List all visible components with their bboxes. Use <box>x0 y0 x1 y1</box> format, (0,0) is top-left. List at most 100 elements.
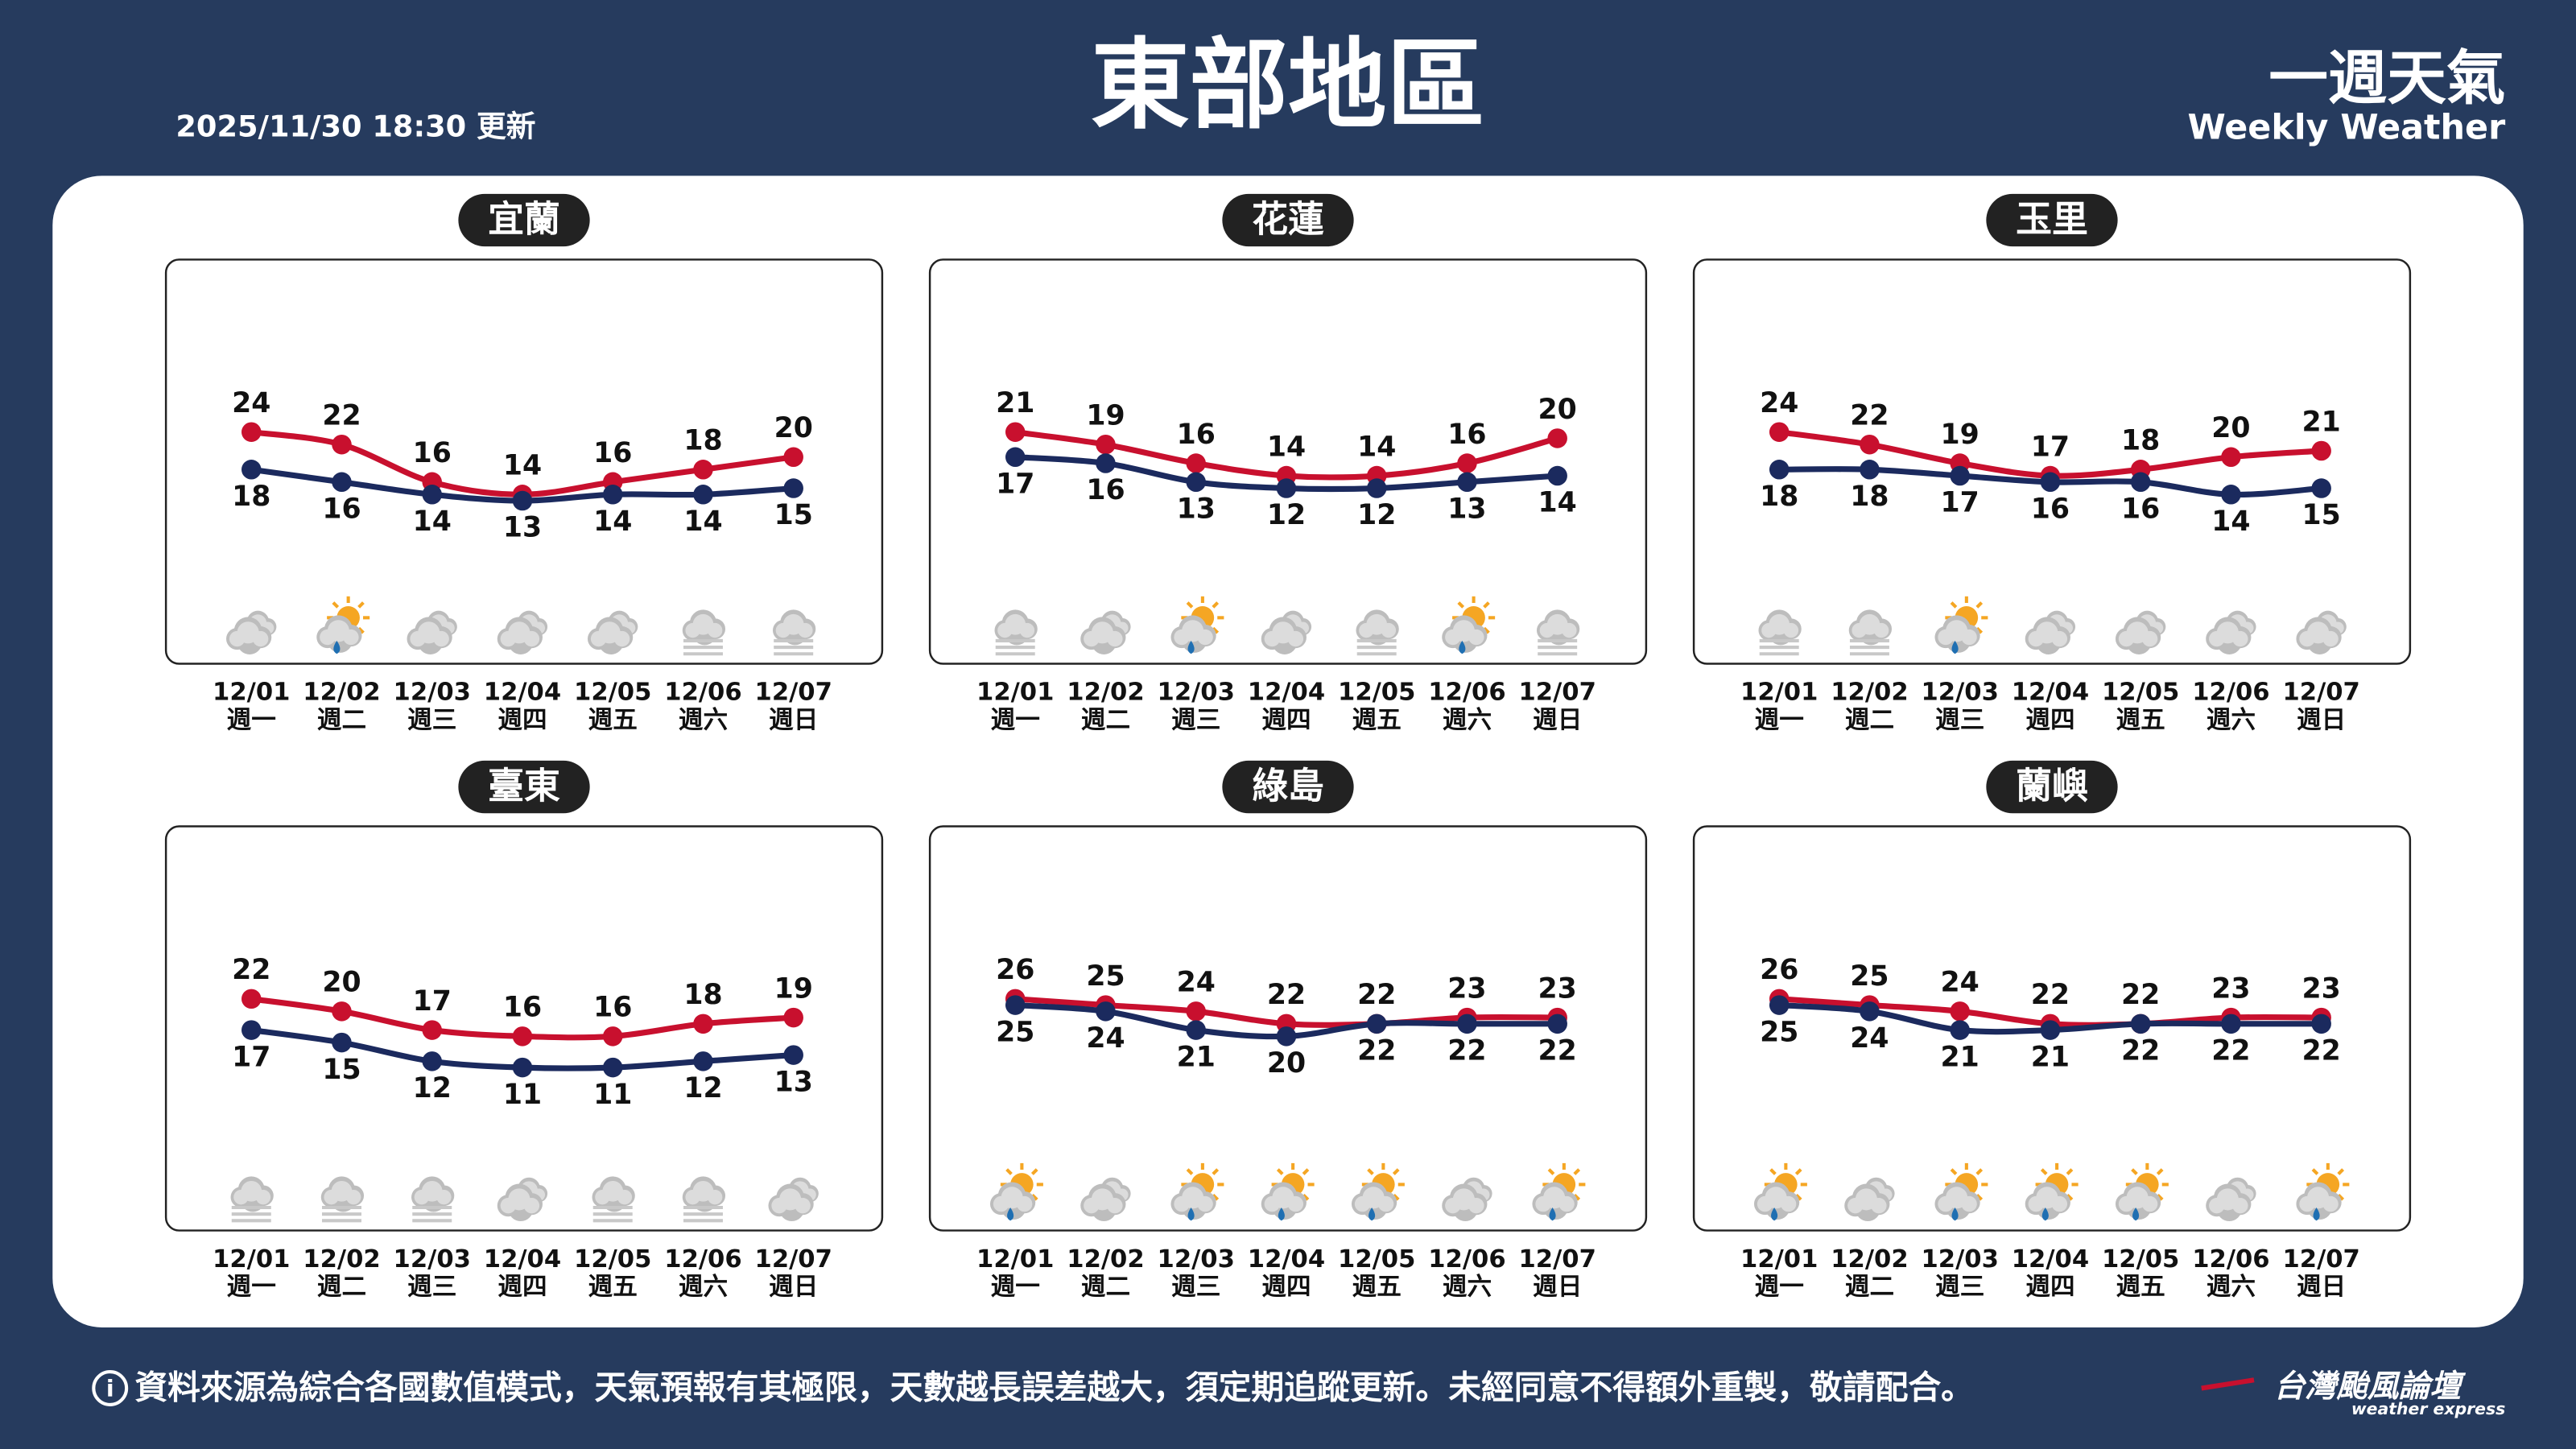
value-label: 25 <box>1760 1016 1798 1048</box>
rain-drop <box>2313 1208 2320 1221</box>
value-label: 22 <box>1850 400 1889 432</box>
weekday-label: 週三 <box>1935 1274 1984 1302</box>
data-point <box>602 1026 623 1046</box>
x-tick-label: 12/05 <box>2102 679 2179 707</box>
data-point <box>1366 478 1387 498</box>
x-tick-label: 12/07 <box>755 679 832 707</box>
cloud-part <box>436 1189 452 1205</box>
value-label: 17 <box>996 468 1034 500</box>
weekday-label: 週六 <box>1443 1274 1492 1302</box>
value-label: 23 <box>1538 972 1577 1005</box>
data-point <box>332 435 352 455</box>
rain-drop <box>1951 1208 1959 1221</box>
weather-icon <box>994 609 1038 656</box>
value-label: 25 <box>1086 960 1125 993</box>
info-letter: i <box>106 1375 114 1402</box>
weather-icon <box>682 609 726 656</box>
weekday-label: 週一 <box>227 1274 276 1302</box>
value-label: 18 <box>1850 481 1889 513</box>
rain-drop <box>2132 1208 2140 1221</box>
value-label: 14 <box>1357 431 1396 463</box>
weekday-label: 週六 <box>1443 706 1492 734</box>
cloud-part <box>252 630 269 647</box>
value-label: 13 <box>1447 493 1486 525</box>
value-label: 21 <box>1177 1041 1216 1073</box>
data-point <box>1096 453 1116 473</box>
x-tick-label: 12/02 <box>1067 679 1144 707</box>
cloud-part <box>1783 622 1799 638</box>
weekday-label: 週二 <box>1845 706 1894 734</box>
weather-icon <box>411 1176 455 1223</box>
value-label: 22 <box>1447 1035 1486 1067</box>
value-label: 22 <box>232 954 270 986</box>
cloud-part <box>707 622 723 638</box>
cloud-part <box>1287 630 1304 647</box>
weather-icon <box>497 1177 548 1222</box>
value-label: 16 <box>413 437 452 469</box>
sun-ray <box>1975 1168 1984 1175</box>
data-point <box>1186 1001 1206 1022</box>
value-label: 18 <box>683 425 722 457</box>
value-label: 18 <box>232 481 270 513</box>
value-label: 21 <box>2302 406 2341 438</box>
cloud-part <box>2051 1195 2068 1212</box>
weather-icon <box>1170 596 1224 654</box>
weather-icon <box>768 1177 819 1222</box>
weekday-label: 週五 <box>588 706 638 734</box>
x-tick-label: 12/02 <box>1067 1245 1144 1274</box>
data-point <box>422 485 442 505</box>
cloud-part <box>2141 1195 2158 1212</box>
x-tick-label: 12/06 <box>1428 1245 1505 1274</box>
value-label: 12 <box>413 1072 452 1104</box>
sun-ray <box>1950 1168 1958 1175</box>
cloud-part <box>613 630 630 647</box>
x-tick-label: 12/03 <box>1922 1245 1999 1274</box>
x-tick-label: 12/05 <box>1338 1245 1415 1274</box>
data-point <box>783 447 803 467</box>
weather-icon <box>1080 610 1131 654</box>
data-point <box>1547 1013 1567 1034</box>
cloud-part <box>795 1197 811 1214</box>
weekday-label: 週二 <box>1845 1274 1894 1302</box>
weekday-label: 週一 <box>991 706 1040 734</box>
value-label: 12 <box>1267 499 1306 531</box>
weekday-label: 週四 <box>2025 706 2074 734</box>
x-tick-label: 12/05 <box>2102 1245 2179 1274</box>
cloud-part <box>1197 1195 1213 1212</box>
cloud-part <box>1107 630 1123 647</box>
cloud-part <box>1381 622 1397 638</box>
data-point <box>693 460 713 480</box>
weather-icon <box>1170 1162 1224 1221</box>
weather-icon <box>1351 1162 1405 1221</box>
weather-icon <box>1934 1162 1988 1221</box>
value-label: 22 <box>2302 1035 2341 1067</box>
value-label: 14 <box>1538 487 1577 519</box>
weekday-label: 週一 <box>991 1274 1040 1302</box>
weather-icon <box>989 1162 1043 1221</box>
rain-drop <box>1951 640 1959 654</box>
value-label: 21 <box>2031 1041 2070 1073</box>
value-label: 15 <box>322 1054 361 1086</box>
value-label: 17 <box>232 1041 270 1073</box>
value-label: 20 <box>774 412 813 444</box>
value-label: 18 <box>2121 425 2160 457</box>
sun-ray <box>332 601 340 609</box>
value-label: 17 <box>1941 487 1979 519</box>
brand: 一週天氣 <box>2268 44 2505 113</box>
sun-ray <box>1457 601 1465 609</box>
chart-title: 臺東 <box>488 765 560 807</box>
title-pill <box>458 193 590 247</box>
data-point <box>332 472 352 493</box>
value-label: 22 <box>1267 979 1306 1011</box>
chart-title: 宜蘭 <box>488 198 560 241</box>
rain-drop <box>1187 640 1195 654</box>
weekday-label: 週六 <box>679 706 728 734</box>
x-tick-label: 12/04 <box>1248 1245 1325 1274</box>
cloud-part <box>617 1189 633 1205</box>
sun-ray <box>2040 1168 2048 1175</box>
value-label: 26 <box>996 954 1034 986</box>
cloud-part <box>1873 622 1889 638</box>
title: 東部地區 <box>1091 27 1485 142</box>
cloud-part <box>2232 630 2248 647</box>
rain-drop <box>1278 1208 1285 1221</box>
